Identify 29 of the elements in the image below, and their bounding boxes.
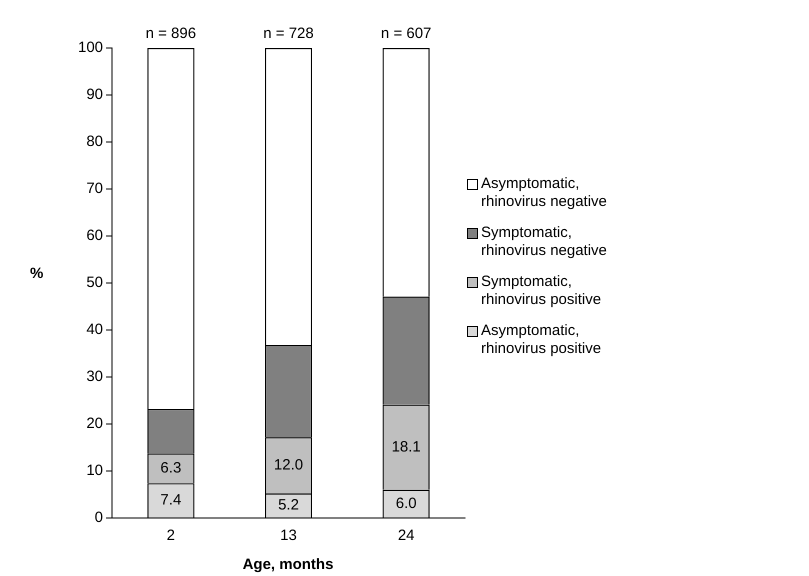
y-axis-title: % <box>30 265 44 282</box>
y-tick-label: 100 <box>78 39 104 56</box>
x-tick-label: 2 <box>166 527 176 544</box>
data-label: 18.1 <box>392 438 421 456</box>
text: Asymptomatic, rhinovirus negative <box>481 175 608 211</box>
y-tick-label: 40 <box>86 321 104 338</box>
legend-label: Asymptomatic, rhinovirus positive <box>481 322 602 358</box>
y-tick-label: 80 <box>86 133 104 150</box>
y-tick-label: 10 <box>86 462 104 480</box>
data-label: 6.0 <box>396 494 417 512</box>
annotation: n = 728 <box>263 25 314 42</box>
y-tick-label: 90 <box>86 86 104 104</box>
annotation: n = 896 <box>146 25 196 42</box>
x-axis-title: Age, months <box>242 556 334 573</box>
y-tick-label: 50 <box>86 274 104 292</box>
legend-label: Symptomatic, rhinovirus positive <box>481 273 602 309</box>
annotation: n = 607 <box>380 25 432 42</box>
y-tick-label: 70 <box>86 180 104 198</box>
data-label: 5.2 <box>278 496 299 514</box>
y-tick-label: 0 <box>94 509 104 526</box>
x-tick-label: 13 <box>280 527 297 544</box>
legend-label: Symptomatic, rhinovirus negative <box>481 224 608 260</box>
x-tick-label: 24 <box>398 527 415 544</box>
y-tick-label: 60 <box>86 227 104 244</box>
data-label: 6.3 <box>160 460 182 477</box>
y-tick-label: 20 <box>86 415 104 432</box>
y-tick-label: 30 <box>86 368 104 386</box>
data-label: 12.0 <box>274 456 304 474</box>
data-label: 7.4 <box>160 492 182 508</box>
